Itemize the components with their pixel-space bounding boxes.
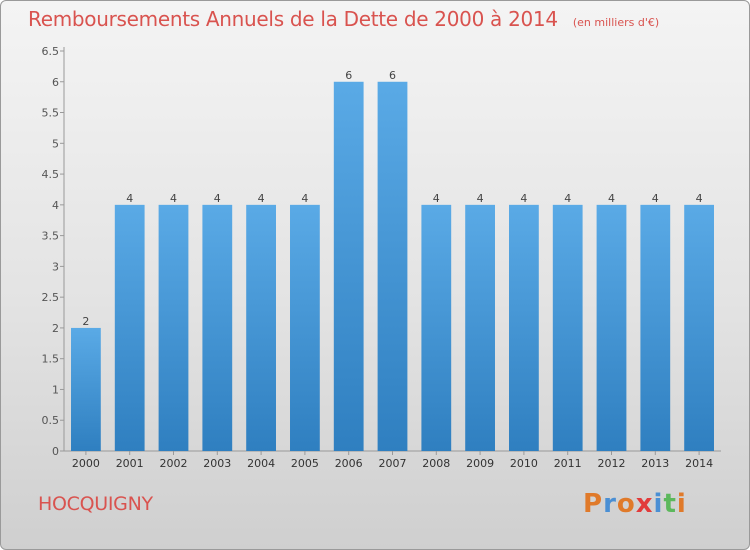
bar [333,81,364,452]
town-name: HOCQUIGNY [38,493,153,515]
data-label: 4 [652,192,659,205]
data-label: 4 [520,192,527,205]
y-tick-label: 2.5 [42,291,60,304]
data-label: 4 [564,192,571,205]
bar [377,81,408,452]
x-tick-label: 2003 [203,457,231,470]
data-label: 2 [82,315,89,328]
title-row: Remboursements Annuels de la Dette de 20… [28,7,659,31]
data-labels: 2 4 4 4 4 4 6 6 4 4 4 4 4 4 4 [82,69,702,328]
y-tick-label: 2 [52,322,59,335]
x-tick-label: 2006 [335,457,363,470]
data-label: 4 [433,192,440,205]
logo-letter: i [653,489,664,519]
x-tick-label: 2000 [72,457,100,470]
data-label: 4 [301,192,308,205]
x-tick-label: 2010 [510,457,538,470]
bar [158,204,189,451]
bar [552,204,583,451]
y-tick-label: 6 [52,76,59,89]
x-tick-label: 2009 [466,457,494,470]
data-label: 4 [258,192,265,205]
y-tick-label: 1.5 [42,353,60,366]
y-tick-label: 0 [52,445,59,458]
bar [71,327,101,451]
y-tick-label: 3 [52,260,59,273]
x-tick-label: 2005 [291,457,319,470]
x-tick-label: 2001 [116,457,144,470]
bar [684,204,714,451]
proxiti-logo: Proxiti [583,489,687,519]
bar [596,204,627,451]
x-tick-label: 2012 [598,457,626,470]
y-tick-label: 1 [52,383,59,396]
bar [202,204,233,451]
x-tick-label: 2014 [685,457,713,470]
y-tick-label: 4.5 [42,168,60,181]
data-label: 6 [345,69,352,82]
x-tick-label: 2007 [379,457,407,470]
logo-letter: x [635,489,654,519]
logo-letter: o [616,489,636,519]
logo-letter: i [676,489,687,519]
y-tick-label: 3.5 [42,230,60,243]
y-tick-label: 5.5 [42,107,60,120]
x-tick-label: 2004 [247,457,275,470]
y-tick-label: 0.5 [42,414,60,427]
logo-letter: r [603,489,617,519]
bar [246,204,276,451]
bars [71,81,714,452]
data-label: 4 [170,192,177,205]
y-tick-label: 4 [52,199,59,212]
chart-unit: (en milliers d'€) [572,16,660,29]
axes: 0 0.5 1 1.5 2 2.5 3 3.5 4 4.5 5 5.5 6 6.5 2000 2001 2002… [42,45,721,470]
bar [465,204,495,451]
data-label: 4 [477,192,484,205]
x-tick-label: 2002 [160,457,188,470]
logo-letter: t [663,489,677,519]
x-tick-label: 2008 [422,457,450,470]
x-tick-label: 2011 [554,457,582,470]
bar [509,204,539,451]
chart-title: Remboursements Annuels de la Dette de 20… [28,7,558,31]
x-tick-label: 2013 [641,457,669,470]
bar [640,204,671,451]
y-tick-label: 6.5 [42,45,60,58]
bar [290,204,320,451]
bar [421,204,452,451]
bar [114,204,145,451]
data-label: 4 [126,192,133,205]
data-label: 4 [696,192,703,205]
data-label: 6 [389,69,396,82]
data-label: 4 [608,192,615,205]
data-label: 4 [214,192,221,205]
y-tick-label: 5 [52,137,59,150]
logo-letter: P [583,489,604,519]
